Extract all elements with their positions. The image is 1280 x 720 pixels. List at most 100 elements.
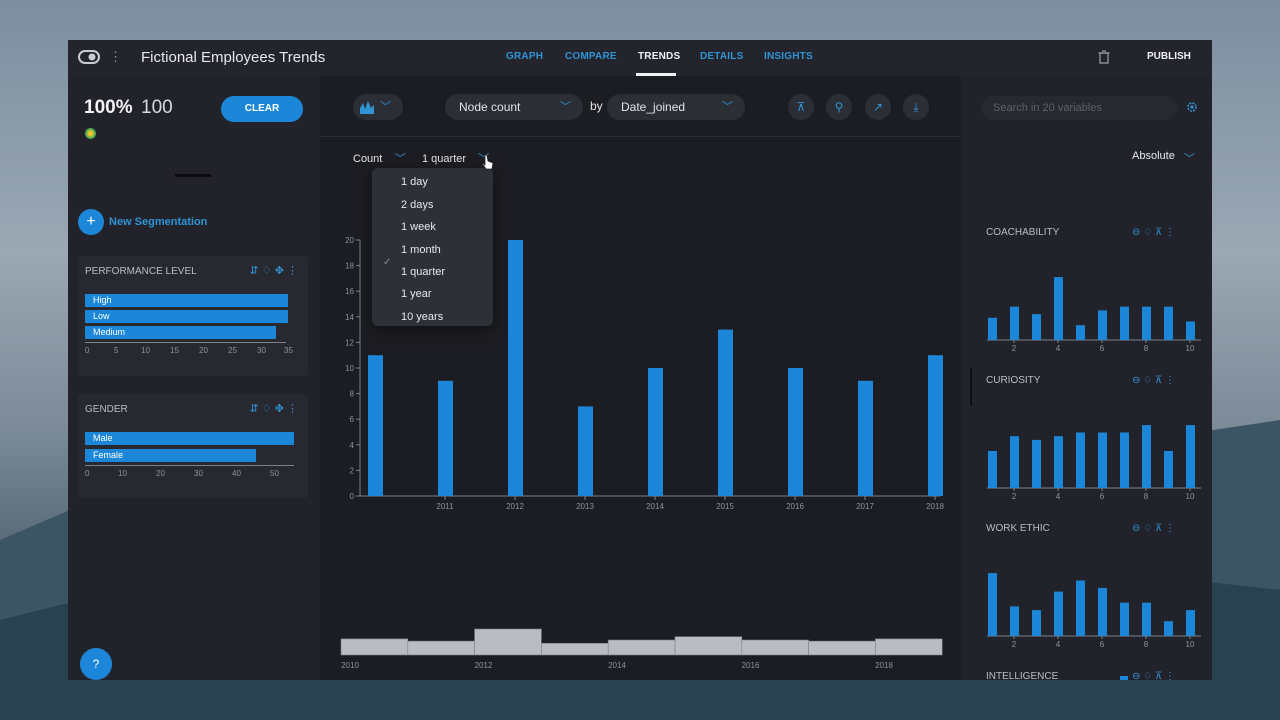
pin-button[interactable]: ⚲ bbox=[826, 94, 852, 120]
bar-high[interactable]: High bbox=[85, 294, 288, 307]
performance-level-card: PERFORMANCE LEVEL ⇵ ♢ ✥ ⋮ High Low Mediu… bbox=[78, 256, 308, 376]
filter-clear-icon: ⊼ bbox=[796, 100, 806, 114]
variable-actions-icon[interactable]: ⊖ ♢ ⊼ ⋮ bbox=[1132, 523, 1175, 534]
bar-label: Medium bbox=[93, 327, 126, 337]
tab-trends[interactable]: TRENDS bbox=[638, 51, 681, 62]
period-option-10-years[interactable]: 10 years bbox=[401, 311, 444, 323]
hist-bar-5 bbox=[1076, 580, 1085, 636]
hist-bar-3 bbox=[1032, 439, 1041, 488]
left-panel: 100% 100 CLEAR + New Segmentation PERFOR… bbox=[68, 76, 320, 680]
tick-label: 30 bbox=[194, 469, 203, 478]
chevron-down-icon: ﹀ bbox=[380, 101, 391, 113]
chevron-down-icon[interactable]: ﹀ bbox=[1184, 153, 1195, 165]
trends-main: ﹀ Node count ﹀ by Date_joined ﹀ ⊼ ⚲ ↗ ⤓ … bbox=[320, 76, 961, 680]
period-select[interactable]: 1 quarter ﹀ bbox=[422, 150, 489, 166]
variable-title-work-ethic: WORK ETHIC bbox=[986, 523, 1050, 534]
bar-male[interactable]: Male bbox=[85, 432, 294, 445]
gear-icon[interactable] bbox=[1186, 101, 1198, 113]
overview-tick-label: 2012 bbox=[475, 661, 493, 670]
new-segmentation-link[interactable]: New Segmentation bbox=[109, 216, 208, 228]
publish-button[interactable]: PUBLISH bbox=[1147, 51, 1191, 62]
period-option-2-days[interactable]: 2 days bbox=[401, 199, 434, 211]
bar-low[interactable]: Low bbox=[85, 310, 288, 323]
x-tick-label: 2011 bbox=[436, 502, 454, 511]
hist-bar-4 bbox=[1054, 436, 1063, 488]
hist-bar-3 bbox=[1032, 314, 1041, 340]
period-dropdown: ✓ 1 day 2 days 1 week 1 month 1 quarter … bbox=[372, 168, 493, 326]
hist-bar-3 bbox=[1032, 610, 1041, 636]
filter-clear-button[interactable]: ⊼ bbox=[788, 94, 814, 120]
x-tick-label: 8 bbox=[1144, 492, 1149, 501]
y-tick-label: 0 bbox=[350, 492, 355, 501]
tick-label: 10 bbox=[141, 346, 150, 355]
x-tick-label: 8 bbox=[1144, 640, 1149, 649]
hist-bar-6 bbox=[1098, 310, 1107, 340]
trend-line-button[interactable]: ↗ bbox=[865, 94, 891, 120]
add-segmentation-icon[interactable]: + bbox=[78, 209, 104, 235]
work-ethic-histogram: 2 4 6 8 10 bbox=[987, 573, 1201, 649]
variable-actions-icon[interactable]: ⊖ ♢ ⊼ ⋮ bbox=[1132, 671, 1175, 680]
app-logo-icon[interactable] bbox=[78, 49, 100, 65]
chart-type-icon bbox=[360, 101, 374, 114]
x-tick-label: 10 bbox=[1186, 640, 1195, 649]
hist-bar-7 bbox=[1120, 432, 1129, 488]
x-tick-label: 4 bbox=[1056, 492, 1061, 501]
tab-graph[interactable]: GRAPH bbox=[506, 51, 544, 62]
x-tick-label: 2018 bbox=[926, 502, 944, 511]
y-tick-label: 12 bbox=[345, 338, 354, 347]
tick-label: 5 bbox=[114, 346, 119, 355]
scale-select[interactable]: Absolute bbox=[1132, 150, 1175, 162]
bar-2013 bbox=[578, 406, 593, 496]
tab-compare[interactable]: COMPARE bbox=[565, 51, 617, 62]
chart-type-select[interactable]: ﹀ bbox=[353, 94, 403, 120]
clear-button[interactable]: CLEAR bbox=[221, 96, 303, 122]
download-button[interactable]: ⤓ bbox=[903, 94, 929, 120]
tick-label: 30 bbox=[257, 346, 266, 355]
hist-bar-9 bbox=[1164, 306, 1173, 340]
dimension-select[interactable]: Date_joined ﹀ bbox=[607, 94, 745, 120]
hist-bar-8 bbox=[1142, 602, 1151, 636]
period-option-1-week[interactable]: 1 week bbox=[401, 221, 436, 233]
tab-details[interactable]: DETAILS bbox=[700, 51, 744, 62]
period-select-value: 1 quarter bbox=[422, 153, 467, 165]
card-title: GENDER bbox=[85, 404, 128, 415]
metric-select[interactable]: Node count ﹀ bbox=[445, 94, 583, 120]
app-menu-icon[interactable]: ⋮ bbox=[109, 49, 122, 64]
x-tick-label: 2017 bbox=[856, 502, 874, 511]
x-tick-label: 4 bbox=[1056, 344, 1061, 353]
card-actions-icon[interactable]: ⇵ ♢ ✥ ⋮ bbox=[249, 403, 298, 415]
overview-bar-2017 bbox=[808, 640, 876, 656]
x-tick-label: 2016 bbox=[786, 502, 804, 511]
by-label: by bbox=[590, 99, 603, 113]
gender-card: GENDER ⇵ ♢ ✥ ⋮ Male Female 0 10 20 30 40… bbox=[78, 394, 308, 498]
variable-actions-icon[interactable]: ⊖ ♢ ⊼ ⋮ bbox=[1132, 227, 1175, 238]
overview-bar-2010 bbox=[340, 638, 409, 656]
x-tick-label: 2012 bbox=[506, 502, 524, 511]
dimension-select-value: Date_joined bbox=[621, 100, 686, 114]
period-option-1-year[interactable]: 1 year bbox=[401, 288, 432, 300]
period-option-1-month[interactable]: 1 month bbox=[401, 244, 441, 256]
y-tick-label: 14 bbox=[345, 313, 354, 322]
hist-bar-1 bbox=[988, 317, 997, 340]
metric-select-value: Node count bbox=[459, 100, 521, 114]
card-actions-icon[interactable]: ⇵ ♢ ✥ ⋮ bbox=[249, 265, 298, 277]
hist-bar-6 bbox=[1098, 587, 1107, 636]
trash-icon[interactable] bbox=[1098, 50, 1110, 64]
period-option-1-quarter[interactable]: 1 quarter bbox=[401, 266, 446, 278]
hist-bar-5 bbox=[1076, 432, 1085, 488]
variable-actions-icon[interactable]: ⊖ ♢ ⊼ ⋮ bbox=[1132, 375, 1175, 386]
variable-search-input[interactable]: Search in 20 variables bbox=[981, 96, 1177, 120]
aggregation-select-value: Count bbox=[353, 153, 383, 165]
chevron-down-icon: ﹀ bbox=[478, 153, 490, 165]
overview-tick-label: 2018 bbox=[875, 661, 893, 670]
bar-female[interactable]: Female bbox=[85, 449, 256, 462]
bar-medium[interactable]: Medium bbox=[85, 326, 276, 339]
panel-resize-handle[interactable] bbox=[970, 368, 972, 406]
tab-insights[interactable]: INSIGHTS bbox=[764, 51, 813, 62]
aggregation-select[interactable]: Count ﹀ bbox=[353, 150, 406, 166]
overview-tick-label: 2010 bbox=[341, 661, 359, 670]
help-button[interactable]: ? bbox=[80, 648, 112, 680]
timeline-overview-chart[interactable]: 2010 2012 2014 2016 2018 bbox=[320, 616, 961, 680]
period-option-1-day[interactable]: 1 day bbox=[401, 176, 428, 188]
hist-bar-7 bbox=[1120, 602, 1129, 636]
